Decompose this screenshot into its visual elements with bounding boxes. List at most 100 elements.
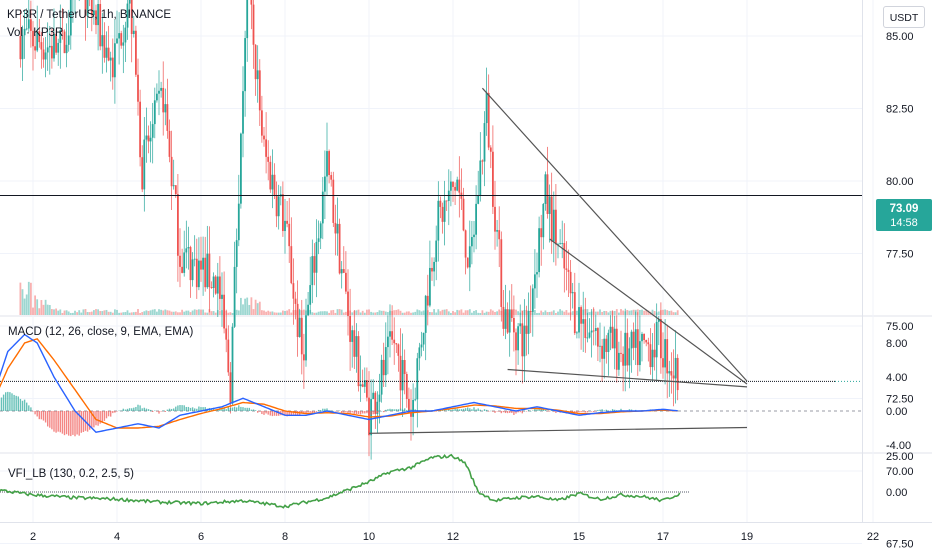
candle-body — [111, 57, 114, 78]
macd-histogram-bar — [143, 407, 145, 411]
candle-body — [36, 31, 39, 51]
candle-body — [321, 191, 324, 224]
macd-histogram-bar — [389, 408, 391, 411]
time-tick-label: 8 — [282, 531, 288, 543]
macd-histogram-bar — [271, 411, 274, 417]
candle-body — [65, 44, 68, 54]
macd-histogram-bar — [36, 411, 38, 417]
candle-body — [555, 209, 557, 245]
macd-histogram-bar — [114, 411, 116, 413]
candle-body — [303, 354, 305, 361]
macd-histogram-bar — [49, 411, 51, 428]
volume-bar — [475, 310, 477, 315]
candle-body — [655, 321, 658, 358]
volume-bar — [477, 312, 480, 315]
macd-histogram-bar — [198, 406, 200, 411]
macd-histogram-bar — [446, 410, 448, 411]
volume-bar — [179, 312, 181, 315]
candle-body — [435, 240, 438, 262]
macd-histogram-bar — [261, 411, 263, 415]
volume-bar — [466, 310, 469, 315]
volume-bar — [168, 310, 171, 315]
symbol-title[interactable]: KP3R / TetherUS, 1h, BINANCE — [7, 9, 171, 21]
candle-body — [548, 196, 551, 214]
candle-body — [170, 156, 173, 187]
candle-body — [645, 339, 648, 343]
macd-tick-label: -4.00 — [886, 440, 911, 452]
volume-bar — [433, 309, 435, 315]
candle-body — [32, 30, 34, 47]
macd-histogram-bar — [217, 409, 219, 411]
macd-legend[interactable]: MACD (12, 26, close, 9, EMA, EMA) — [8, 326, 194, 338]
candle-body — [479, 160, 482, 196]
macd-histogram-bar — [7, 391, 9, 411]
volume-bar — [72, 312, 74, 315]
macd-histogram-bar — [47, 411, 49, 427]
volume-legend[interactable]: Vol · KP3R — [7, 27, 63, 39]
macd-histogram-bar — [611, 409, 614, 411]
vfi-legend[interactable]: VFI_LB (130, 0.2, 2.5, 5) — [8, 468, 134, 480]
volume-bar — [405, 311, 408, 315]
macd-histogram-bar — [372, 411, 374, 415]
macd-histogram-bar — [620, 408, 622, 411]
macd-histogram-bar — [546, 411, 549, 412]
candle-body — [309, 285, 312, 305]
candle-body — [569, 271, 572, 294]
candle-body — [580, 307, 582, 324]
volume-bar — [498, 309, 501, 315]
volume-bar — [273, 312, 276, 315]
candle-body — [124, 27, 127, 43]
volume-bar — [450, 312, 452, 315]
candle-body — [139, 101, 141, 158]
candle-body — [292, 283, 295, 299]
candle-body — [130, 0, 133, 35]
drawn-trendlines[interactable] — [0, 87, 862, 434]
volume-bar — [429, 312, 431, 315]
macd-histogram-bar — [63, 411, 66, 436]
volume-bar — [105, 309, 108, 315]
candle-body — [376, 401, 379, 414]
candle-body — [445, 200, 448, 202]
candle-body — [156, 93, 158, 101]
candle-body — [229, 372, 232, 404]
volume-bar — [93, 310, 95, 315]
countdown-label: 14:58 — [890, 217, 918, 229]
volume-bar — [548, 311, 551, 315]
macd-histogram-bar — [61, 411, 64, 434]
volume-bar — [261, 310, 263, 315]
volume-bar — [630, 310, 633, 315]
candlesticks[interactable] — [19, 0, 679, 460]
volume-bar — [443, 309, 446, 315]
candle-body — [128, 0, 131, 4]
macd-histogram-bar — [257, 411, 259, 413]
candle-body — [668, 371, 671, 374]
candle-body — [233, 266, 236, 327]
candle-body — [347, 291, 349, 316]
macd-histogram-bar — [93, 411, 95, 428]
macd-histogram-bar — [408, 409, 410, 411]
volume-bar — [479, 312, 482, 315]
candle-body — [366, 380, 368, 398]
macd-histogram-bar — [76, 411, 78, 435]
candle-body — [271, 174, 274, 190]
macd-histogram-bar — [72, 411, 74, 435]
macd-histogram-bar — [393, 409, 395, 411]
macd-histogram-bar — [42, 411, 45, 421]
candle-body — [643, 333, 645, 340]
candle-body — [458, 179, 461, 193]
candle-body — [204, 257, 207, 288]
volume-bar — [185, 310, 188, 315]
volume-bar — [401, 312, 404, 315]
volume-bar — [120, 312, 123, 315]
price-tick-label: 75.00 — [886, 321, 914, 333]
macd-histogram-bar — [349, 411, 351, 415]
last-price-label: 73.09 — [890, 203, 919, 215]
macd-histogram-bar — [95, 411, 97, 426]
candle-body — [23, 28, 26, 36]
currency-button[interactable]: USDT — [883, 6, 925, 28]
macd-histogram-bar — [189, 407, 192, 411]
candle-body — [676, 357, 679, 391]
volume-bar — [632, 309, 635, 315]
volume-bar — [609, 310, 612, 315]
